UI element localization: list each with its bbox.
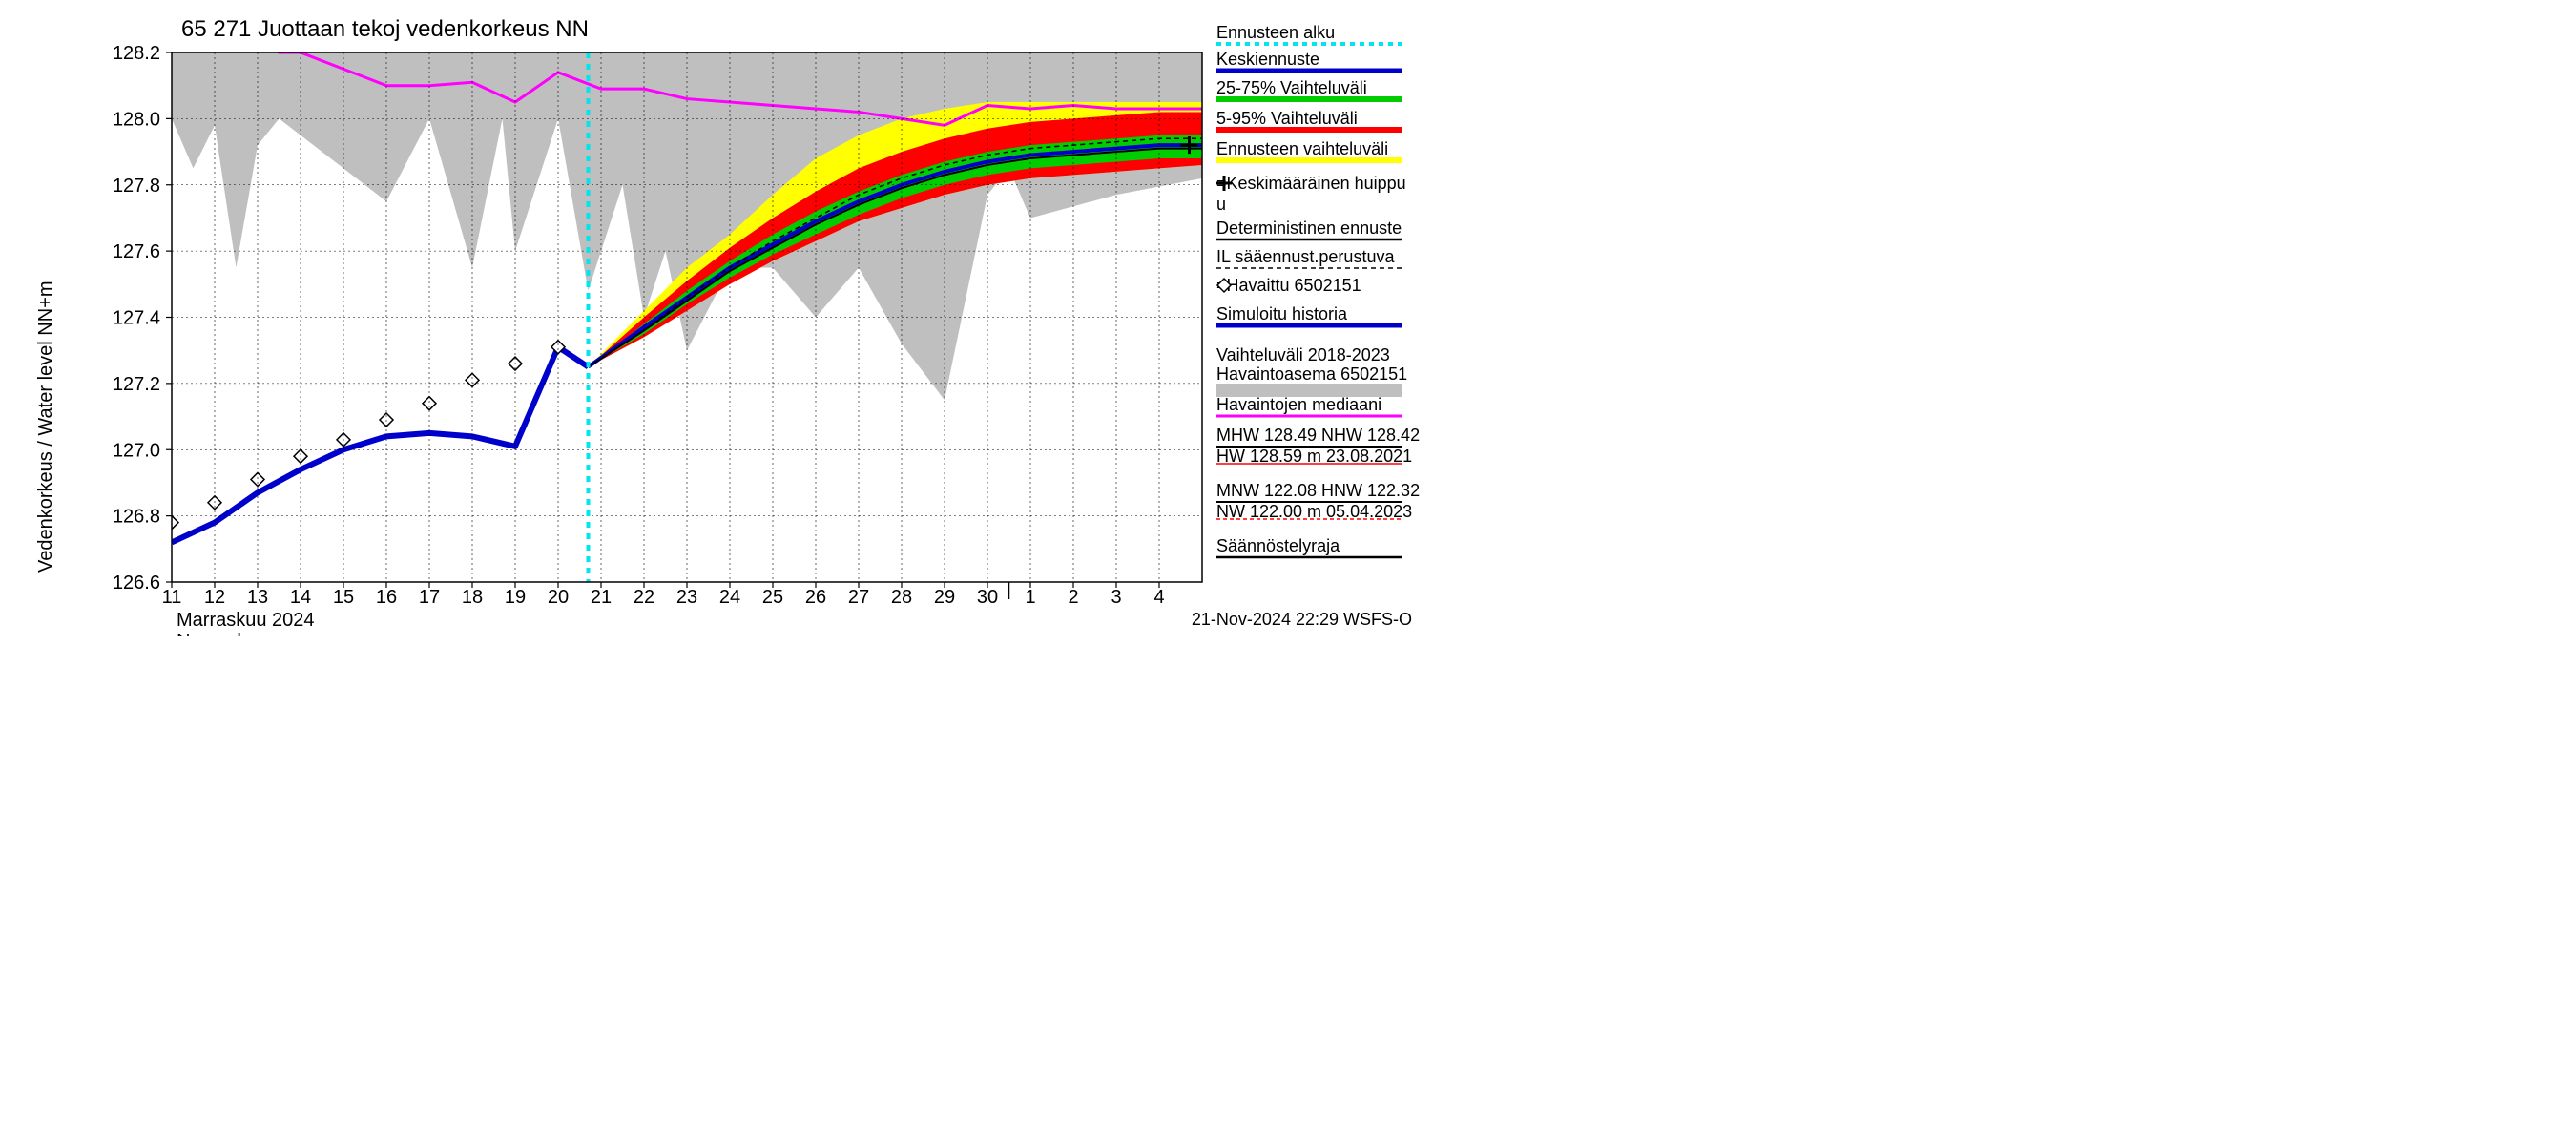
observations (165, 341, 565, 530)
x-tick-label: 20 (548, 587, 569, 608)
legend-label: Deterministinen ennuste (1216, 219, 1402, 238)
legend-label: Havaintojen mediaani (1216, 395, 1381, 414)
x-tick-label: 14 (290, 587, 311, 608)
y-tick-label: 126.6 (113, 572, 160, 593)
simulated-history-line (172, 347, 589, 543)
legend-label: MNW 122.08 HNW 122.32 (1216, 481, 1420, 500)
x-month-label-fi: Marraskuu 2024 (177, 610, 315, 631)
legend-label: u (1216, 195, 1226, 214)
y-tick-label: 126.8 (113, 507, 160, 528)
y-tick-label: 127.2 (113, 374, 160, 395)
y-tick-label: 127.0 (113, 440, 160, 461)
plot-area (165, 0, 1202, 542)
x-tick-label: 22 (634, 587, 654, 608)
x-tick-label: 26 (805, 587, 826, 608)
y-tick-label: 127.6 (113, 241, 160, 262)
legend-label: =Havaittu 6502151 (1216, 276, 1361, 295)
chart-title: 65 271 Juottaan tekoj vedenkorkeus NN (181, 16, 589, 42)
legend-label: =Keskimääräinen huippu (1216, 174, 1406, 193)
y-axis-label: Vedenkorkeus / Water level NN+m (35, 281, 56, 573)
legend-label: Ennusteen vaihteluväli (1216, 139, 1388, 158)
x-month-label-en: November (177, 631, 265, 636)
x-tick-label: 29 (934, 587, 955, 608)
x-tick-label: 1 (1025, 587, 1035, 608)
legend-label: IL sääennust.perustuva (1216, 247, 1395, 266)
x-tick-label: 19 (505, 587, 526, 608)
legend-label: MHW 128.49 NHW 128.42 (1216, 426, 1420, 445)
x-tick-label: 25 (762, 587, 783, 608)
legend-label: Säännöstelyraja (1216, 536, 1340, 555)
x-tick-label: 21 (591, 587, 612, 608)
water-level-chart: 126.6 126.8 127.0 127.2 127.4 127.6 127.8 128.0… (0, 0, 1431, 636)
legend-label: 5-95% Vaihteluväli (1216, 109, 1358, 128)
x-tick-label: 3 (1111, 587, 1121, 608)
y-tick-label: 127.8 (113, 176, 160, 197)
x-tick-label: 24 (719, 587, 740, 608)
y-tick-label: 127.4 (113, 308, 160, 329)
legend-label: Ennusteen alku (1216, 23, 1335, 42)
x-tick-label: 16 (376, 587, 397, 608)
legend-label: HW 128.59 m 23.08.2021 (1216, 447, 1412, 466)
legend-label: Havaintoasema 6502151 (1216, 364, 1407, 384)
legend-label: Simuloitu historia (1216, 304, 1348, 323)
x-tick-label: 12 (204, 587, 225, 608)
footer-timestamp: 21-Nov-2024 22:29 WSFS-O (1192, 610, 1412, 629)
legend-label: Vaihteluväli 2018-2023 (1216, 345, 1390, 364)
y-tick-label: 128.0 (113, 109, 160, 130)
x-tick-label: 17 (419, 587, 440, 608)
x-tick-label: 23 (676, 587, 697, 608)
legend-label: NW 122.00 m 05.04.2023 (1216, 502, 1412, 521)
y-tick-label: 128.2 (113, 43, 160, 64)
x-tick-label: 2 (1068, 587, 1078, 608)
legend-label: 25-75% Vaihteluväli (1216, 78, 1367, 97)
legend: Ennusteen alku Keskiennuste 25-75% Vaihtel… (1216, 23, 1420, 557)
x-tick-label: 28 (891, 587, 912, 608)
x-tick-label: 11 (162, 587, 182, 608)
legend-label: Keskiennuste (1216, 50, 1319, 69)
x-tick-label: 18 (462, 587, 483, 608)
x-tick-label: 30 (977, 587, 998, 608)
x-tick-label: 4 (1153, 587, 1164, 608)
x-tick-label: 27 (848, 587, 869, 608)
x-tick-label: 13 (247, 587, 268, 608)
x-tick-label: 15 (333, 587, 354, 608)
